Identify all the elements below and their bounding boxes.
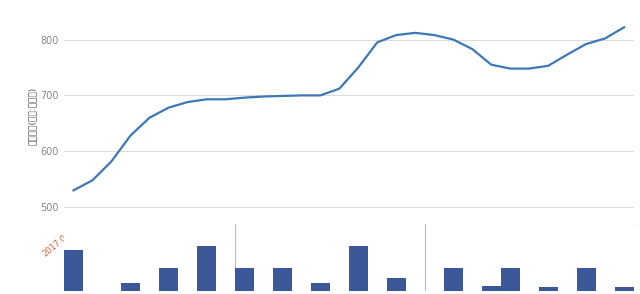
Bar — [235, 268, 254, 291]
Bar — [197, 246, 216, 291]
Y-axis label: 거래금액(단위:백만원): 거래금액(단위:백만원) — [28, 87, 36, 146]
Bar — [387, 278, 406, 291]
Bar — [444, 268, 463, 291]
Bar — [500, 268, 520, 291]
Bar — [64, 250, 83, 291]
Bar — [539, 287, 557, 291]
Bar — [349, 246, 368, 291]
Bar — [159, 268, 178, 291]
Bar — [121, 283, 140, 291]
Bar — [482, 286, 500, 291]
Bar — [273, 268, 292, 291]
Bar — [311, 283, 330, 291]
Bar — [614, 287, 634, 291]
Bar — [577, 268, 596, 291]
